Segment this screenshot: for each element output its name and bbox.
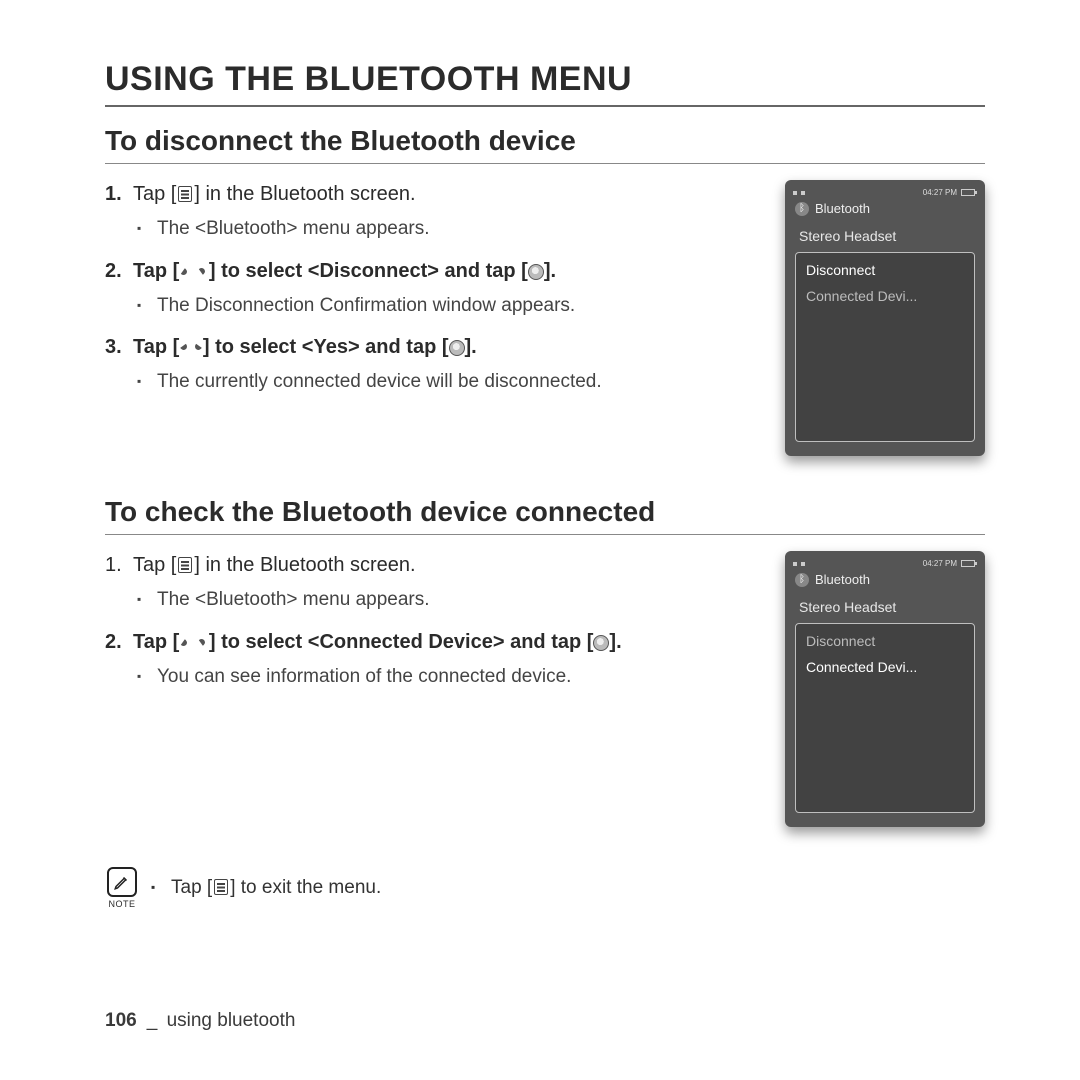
device-row-headset: Stereo Headset xyxy=(791,593,979,621)
step-sub: The Disconnection Confirmation window ap… xyxy=(137,292,755,320)
step-text: ] to select xyxy=(203,336,302,358)
section-title-check: To check the Bluetooth device connected xyxy=(105,496,985,535)
status-dot-icon xyxy=(801,562,805,566)
left-icon xyxy=(180,343,187,353)
step-text: Tap [ xyxy=(133,260,179,282)
section-disconnect: Tap [ ] in the Bluetooth screen. The <Blu… xyxy=(105,180,985,456)
note-text: Tap [ ] to exit the menu. xyxy=(151,877,381,899)
step-text: ]. xyxy=(465,336,477,358)
step-sub: You can see information of the connected… xyxy=(137,663,755,691)
steps-check: Tap [ ] in the Bluetooth screen. The <Blu… xyxy=(105,551,755,827)
note-text-part: Tap [ xyxy=(171,877,212,898)
step-text: and tap [ xyxy=(505,631,594,653)
bluetooth-icon: ᛒ xyxy=(795,202,809,216)
step-1: Tap [ ] in the Bluetooth screen. The <Blu… xyxy=(105,551,755,614)
device-row-headset: Stereo Headset xyxy=(791,222,979,250)
step-text: Tap [ xyxy=(133,554,176,576)
step-1: Tap [ ] in the Bluetooth screen. The <Blu… xyxy=(105,180,755,243)
bluetooth-icon: ᛒ xyxy=(795,573,809,587)
step-text: ] in the Bluetooth screen. xyxy=(194,183,415,205)
battery-icon xyxy=(961,560,975,567)
step-text: and tap [ xyxy=(439,260,528,282)
status-dot-icon xyxy=(801,191,805,195)
footer-sep: _ xyxy=(147,1010,158,1031)
up-icon xyxy=(180,268,190,275)
status-bar: 04:27 PM xyxy=(791,557,979,570)
step-bold: <Connected Device> xyxy=(308,631,505,653)
step-text: Tap [ xyxy=(133,631,179,653)
step-sub: The <Bluetooth> menu appears. xyxy=(137,586,755,614)
step-2: Tap [ ] to select <Connected Device> and… xyxy=(105,628,755,691)
step-bold: <Yes> xyxy=(302,336,360,358)
step-sub: The currently connected device will be d… xyxy=(137,368,755,396)
menu-icon xyxy=(214,879,228,895)
menu-item-connected: Connected Devi... xyxy=(796,654,974,680)
page-footer: 106 _ using bluetooth xyxy=(105,1010,295,1032)
section-title-disconnect: To disconnect the Bluetooth device xyxy=(105,125,985,164)
step-text: Tap [ xyxy=(133,183,176,205)
battery-icon xyxy=(961,189,975,196)
status-time: 04:27 PM xyxy=(923,188,957,197)
section-check: Tap [ ] in the Bluetooth screen. The <Blu… xyxy=(105,551,985,827)
ok-icon xyxy=(449,340,465,356)
right-icon xyxy=(195,343,202,353)
step-3: Tap [ ] to select <Yes> and tap []. The … xyxy=(105,333,755,396)
ok-icon xyxy=(528,264,544,280)
pencil-icon xyxy=(107,867,137,897)
step-sub: The <Bluetooth> menu appears. xyxy=(137,215,755,243)
step-bold: <Disconnect> xyxy=(308,260,439,282)
status-dot-icon xyxy=(793,191,797,195)
step-2: Tap [ ] to select <Disconnect> and tap [… xyxy=(105,257,755,320)
menu-item-disconnect: Disconnect xyxy=(796,257,974,283)
step-text: ]. xyxy=(544,260,556,282)
page-title: USING THE BLUETOOTH MENU xyxy=(105,60,985,107)
status-time: 04:27 PM xyxy=(923,559,957,568)
status-dot-icon xyxy=(793,562,797,566)
step-text: ] to select xyxy=(209,260,308,282)
menu-item-disconnect: Disconnect xyxy=(796,628,974,654)
device-menu: Disconnect Connected Devi... xyxy=(795,252,975,442)
device-mock-1: 04:27 PM ᛒ Bluetooth Stereo Headset Disc… xyxy=(785,180,985,456)
screen-title: Bluetooth xyxy=(815,572,870,587)
menu-icon xyxy=(178,557,192,573)
manual-page: USING THE BLUETOOTH MENU To disconnect t… xyxy=(0,0,1080,1080)
menu-item-connected: Connected Devi... xyxy=(796,283,974,309)
status-bar: 04:27 PM xyxy=(791,186,979,199)
step-text: ]. xyxy=(609,631,621,653)
device-mock-2: 04:27 PM ᛒ Bluetooth Stereo Headset Disc… xyxy=(785,551,985,827)
screen-title-row: ᛒ Bluetooth xyxy=(791,199,979,222)
step-text: and tap [ xyxy=(360,336,449,358)
down-icon xyxy=(198,268,208,275)
chapter-name: using bluetooth xyxy=(167,1010,296,1031)
step-text: ] in the Bluetooth screen. xyxy=(194,554,415,576)
step-text: Tap [ xyxy=(133,336,179,358)
note-label: NOTE xyxy=(105,899,139,909)
down-icon xyxy=(198,639,208,646)
page-number: 106 xyxy=(105,1010,137,1031)
note-text-part: ] to exit the menu. xyxy=(230,877,381,898)
menu-icon xyxy=(178,186,192,202)
up-icon xyxy=(180,639,190,646)
ok-icon xyxy=(593,635,609,651)
device-menu: Disconnect Connected Devi... xyxy=(795,623,975,813)
steps-disconnect: Tap [ ] in the Bluetooth screen. The <Blu… xyxy=(105,180,755,456)
screen-title: Bluetooth xyxy=(815,201,870,216)
note-badge: NOTE xyxy=(105,867,139,909)
screen-title-row: ᛒ Bluetooth xyxy=(791,570,979,593)
note-row: NOTE Tap [ ] to exit the menu. xyxy=(105,867,985,909)
step-text: ] to select xyxy=(209,631,308,653)
